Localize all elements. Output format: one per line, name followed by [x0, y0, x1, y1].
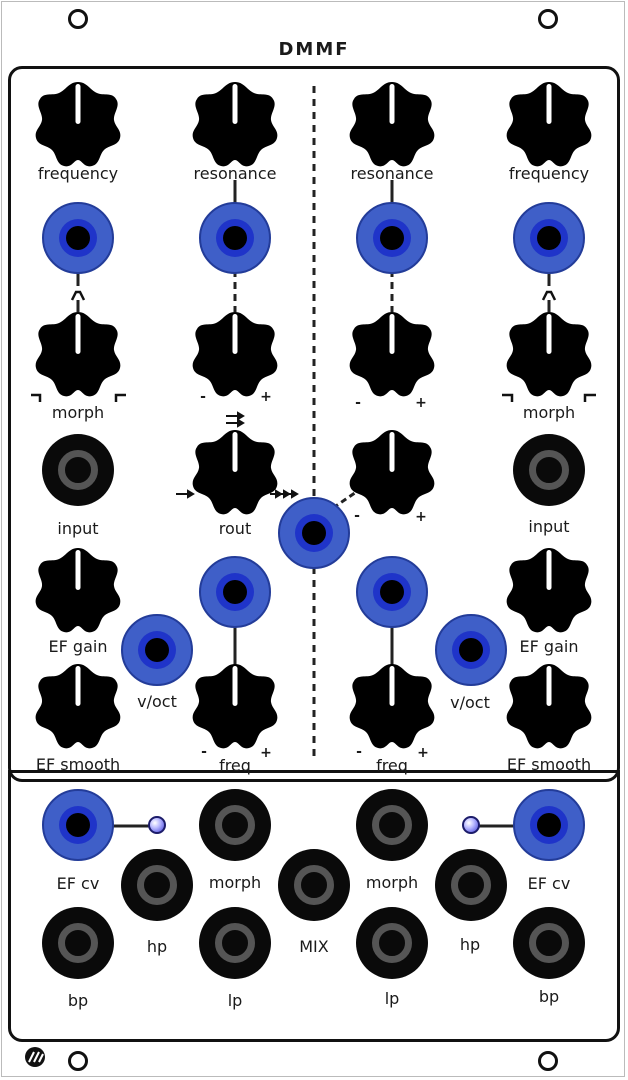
lowpass-shape-icon: [502, 393, 514, 402]
morph-out-jack-right[interactable]: [356, 789, 428, 861]
peak-icon: [70, 290, 86, 301]
frequency-cv-jack-right[interactable]: [513, 202, 585, 274]
mount-hole-top-right: [538, 9, 558, 29]
brand-logo-icon: [25, 1047, 45, 1067]
frequency-knob-right[interactable]: [505, 80, 593, 168]
resonance-knob-left[interactable]: [191, 80, 279, 168]
minus-label: -: [356, 744, 362, 760]
resonance-label-right: resonance: [350, 164, 434, 183]
voct-label-right: v/oct: [450, 693, 490, 712]
ef-cv-jack-left[interactable]: [42, 789, 114, 861]
mix-label: MIX: [299, 937, 329, 956]
bp-out-jack-right[interactable]: [513, 907, 585, 979]
resonance-cv-jack-right[interactable]: [356, 202, 428, 274]
bp-label-right: bp: [538, 987, 560, 1006]
rout-line-right: [332, 486, 363, 510]
input-jack-right[interactable]: [513, 434, 585, 506]
mount-hole-bottom-left: [68, 1051, 88, 1071]
hp-out-jack-right[interactable]: [435, 849, 507, 921]
lp-label-left: lp: [227, 991, 243, 1010]
plus-label: +: [260, 745, 272, 761]
ef-smooth-label-right: EF smooth: [506, 755, 592, 774]
freq-label-left: freq: [219, 756, 251, 775]
ef-gain-label-left: EF gain: [48, 637, 108, 656]
freq-cv-jack-right[interactable]: [356, 556, 428, 628]
morph-out-jack-left[interactable]: [199, 789, 271, 861]
minus-label: -: [201, 744, 207, 760]
morph-out-label-right: morph: [365, 873, 419, 892]
plus-label: +: [417, 745, 429, 761]
peak-icon: [541, 290, 557, 301]
input-label-right: input: [528, 517, 570, 536]
resonance-knob-right[interactable]: [348, 80, 436, 168]
minus-label: -: [354, 508, 360, 524]
plus-label: +: [415, 395, 427, 411]
single-right-arrow-icon: [176, 489, 195, 499]
highpass-shape-icon: [114, 393, 126, 402]
ef-gain-knob-right[interactable]: [505, 546, 593, 634]
voct-jack-right[interactable]: [435, 614, 507, 686]
ef-led-left: [148, 816, 166, 834]
freq-cv-jack-left[interactable]: [199, 556, 271, 628]
rout-cv-attenuverter[interactable]: [348, 428, 436, 516]
resonance-label-left: resonance: [193, 164, 277, 183]
voct-jack-left[interactable]: [121, 614, 193, 686]
minus-label: -: [355, 395, 361, 411]
ef-cv-label-right: EF cv: [527, 874, 571, 893]
double-right-arrow-icon: [226, 411, 245, 428]
rout-cv-jack[interactable]: [278, 497, 350, 569]
resonance-cv-jack-left[interactable]: [199, 202, 271, 274]
morph-label-left: morph: [51, 403, 105, 422]
plus-label: +: [260, 389, 272, 405]
morph-knob-left[interactable]: [34, 310, 122, 398]
ef-smooth-label-left: EF smooth: [35, 755, 121, 774]
ef-cv-label-left: EF cv: [56, 874, 100, 893]
mount-hole-bottom-right: [538, 1051, 558, 1071]
rout-knob[interactable]: [191, 428, 279, 516]
filter-section-frame: [8, 66, 620, 782]
resonance-cv-attenuverter-left[interactable]: [191, 310, 279, 398]
plus-label: +: [415, 509, 427, 525]
input-jack-left[interactable]: [42, 434, 114, 506]
resonance-cv-attenuverter-right[interactable]: [348, 310, 436, 398]
lp-out-jack-left[interactable]: [199, 907, 271, 979]
mix-out-jack[interactable]: [278, 849, 350, 921]
hp-label-left: hp: [146, 937, 168, 956]
rout-label: rout: [218, 519, 252, 538]
bp-out-jack-left[interactable]: [42, 907, 114, 979]
highpass-shape-icon: [583, 393, 596, 402]
frequency-knob-left[interactable]: [34, 80, 122, 168]
frequency-label-left: frequency: [37, 164, 119, 183]
mount-hole-top-left: [68, 9, 88, 29]
hp-label-right: hp: [459, 935, 481, 954]
morph-out-label-left: morph: [208, 873, 262, 892]
module-title: DMMF: [278, 39, 350, 60]
minus-label: -: [200, 389, 206, 405]
ef-cv-jack-right[interactable]: [513, 789, 585, 861]
morph-label-right: morph: [522, 403, 576, 422]
frequency-cv-jack-left[interactable]: [42, 202, 114, 274]
ef-gain-label-right: EF gain: [519, 637, 579, 656]
freq-label-right: freq: [376, 756, 408, 775]
lp-out-jack-right[interactable]: [356, 907, 428, 979]
ef-led-right: [462, 816, 480, 834]
bp-label-left: bp: [67, 991, 89, 1010]
frequency-label-right: frequency: [508, 164, 590, 183]
output-section-frame: [8, 770, 620, 1042]
ef-gain-knob-left[interactable]: [34, 546, 122, 634]
input-label-left: input: [57, 519, 99, 538]
lowpass-shape-icon: [31, 393, 42, 402]
voct-label-left: v/oct: [137, 692, 177, 711]
morph-knob-right[interactable]: [505, 310, 593, 398]
lp-label-right: lp: [384, 989, 400, 1008]
triple-right-arrow-icon: [270, 489, 299, 499]
hp-out-jack-left[interactable]: [121, 849, 193, 921]
